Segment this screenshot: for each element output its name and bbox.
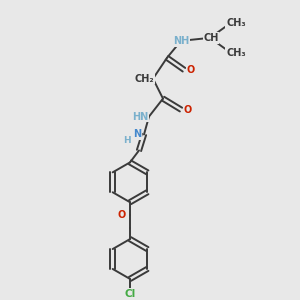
Text: O: O	[118, 210, 126, 220]
Text: O: O	[184, 105, 192, 115]
Text: CH: CH	[203, 33, 219, 43]
Text: CH₃: CH₃	[226, 48, 246, 58]
Text: N: N	[133, 130, 141, 140]
Text: CH₂: CH₂	[134, 74, 154, 84]
Text: O: O	[187, 65, 195, 75]
Text: NH: NH	[173, 36, 189, 46]
Text: CH₃: CH₃	[226, 18, 246, 28]
Text: HN: HN	[132, 112, 148, 122]
Text: Cl: Cl	[124, 289, 136, 299]
Text: H: H	[123, 136, 131, 145]
